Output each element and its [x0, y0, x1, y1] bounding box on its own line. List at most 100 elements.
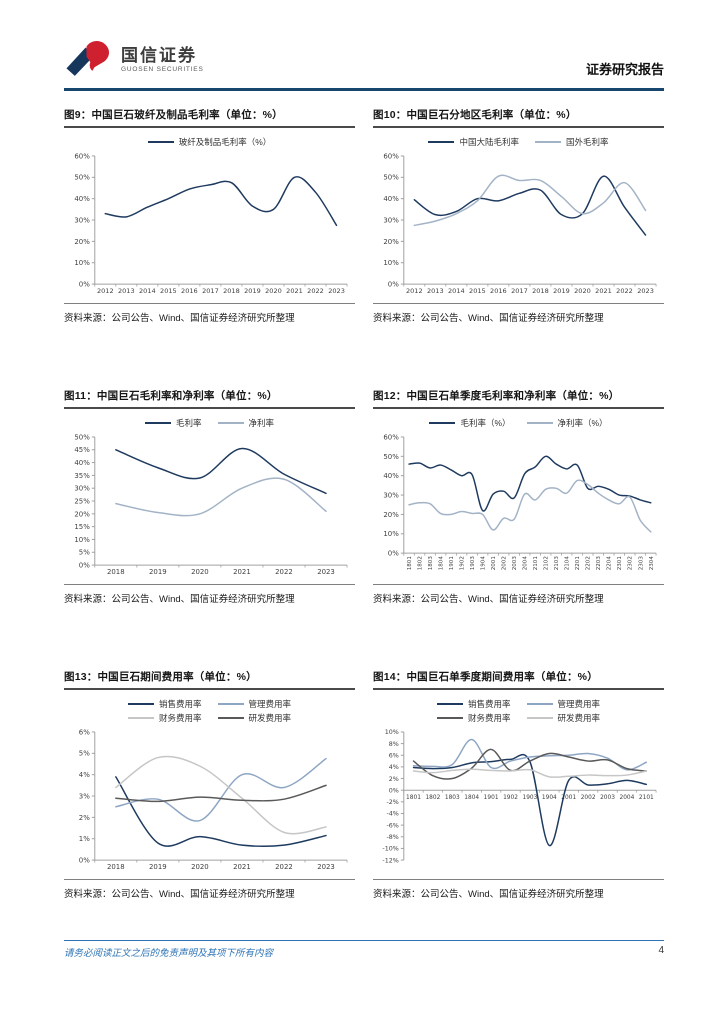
legend-item: 中国大陆毛利率 — [428, 136, 519, 148]
figure-title: 图12：中国巨石单季度毛利率和净利率（单位：%） — [373, 388, 664, 409]
x-tick-label: 2302 — [628, 556, 634, 570]
x-tick-label: 1802 — [425, 795, 440, 801]
y-tick-label: 0% — [389, 787, 399, 794]
guosen-logo-icon — [66, 41, 109, 76]
chart-legend: 毛利率 净利率 — [64, 417, 355, 429]
y-tick-label: 20% — [74, 510, 90, 518]
x-tick-label: 2204 — [607, 556, 613, 571]
figure-block: 图11：中国巨石毛利率和净利率（单位：%） 毛利率 净利率 50% 45% 40% 35… — [64, 388, 355, 605]
y-tick-label: 30% — [74, 216, 90, 224]
y-tick-label: 5% — [79, 549, 90, 557]
y-tick-label: 4% — [79, 771, 90, 779]
legend-row: 销售费用率 管理费用率 — [127, 698, 291, 710]
x-tick-label: 1803 — [428, 556, 434, 571]
legend-item: 净利率 — [217, 417, 274, 429]
y-tick-label: 30% — [74, 485, 90, 493]
y-tick-label: 0% — [388, 550, 399, 558]
y-tick-label: -6% — [386, 822, 398, 829]
x-tick-label: 2013 — [118, 287, 135, 295]
figure-title: 图10：中国巨石分地区毛利率（单位：%） — [373, 107, 664, 128]
figure-source: 资料来源：公司公告、Wind、国信证券经济研究所整理 — [373, 583, 664, 605]
x-tick-label: 2018 — [532, 287, 549, 295]
x-tick-label: 1802 — [418, 556, 424, 570]
x-tick-label: 1803 — [445, 795, 460, 801]
x-tick-label: 2021 — [233, 863, 251, 871]
y-tick-label: 2% — [79, 814, 90, 822]
chart-series-group — [104, 176, 338, 227]
chart-series-path — [408, 479, 652, 533]
x-tick-label: 2004 — [523, 556, 529, 571]
x-tick-label: 2023 — [637, 287, 654, 295]
legend-line-swatch — [429, 421, 456, 424]
y-tick-label: -4% — [386, 811, 398, 818]
y-tick-label: 45% — [74, 446, 90, 454]
legend-line-swatch — [127, 716, 154, 719]
legend-row: 财务费用率 研发费用率 — [436, 712, 600, 724]
legend-line-swatch — [436, 702, 463, 705]
legend-row: 中国大陆毛利率 国外毛利率 — [428, 136, 609, 148]
y-tick-label: 4% — [389, 764, 399, 771]
x-tick-label: 1903 — [522, 795, 537, 801]
x-tick-label: 2103 — [554, 556, 560, 571]
legend-label: 毛利率（%） — [460, 417, 511, 428]
chart-series-path — [413, 174, 647, 227]
legend-label: 中国大陆毛利率 — [459, 137, 519, 147]
footer-row: 请务必阅读正文之后的免责声明及其项下所有内容 4 — [64, 945, 664, 959]
y-tick-label: 50% — [383, 174, 399, 182]
disclaimer-text: 请务必阅读正文之后的免责声明及其项下所有内容 — [64, 948, 274, 959]
x-tick-label: 2303 — [638, 556, 644, 571]
line-chart: 60% 50% 40% 30% 20% 10% 0% 2012 2013 2014 2015 2016… — [74, 152, 348, 295]
x-tick-label: 2003 — [512, 556, 518, 571]
x-tick-label: 2017 — [511, 287, 528, 295]
legend-line-swatch — [217, 421, 244, 424]
x-tick-label: 2019 — [553, 287, 570, 295]
x-tick-label: 1801 — [406, 795, 421, 801]
x-tick-label: 2101 — [533, 556, 539, 571]
y-tick-label: 30% — [383, 216, 399, 224]
page-number: 4 — [658, 945, 664, 956]
x-tick-label: 2020 — [191, 863, 209, 871]
x-tick-label: 1904 — [542, 795, 557, 801]
chart-axes: 50% 45% 40% 35% 30% 25% 20% 15% 10% 5% 0% 2018 2019 2… — [74, 433, 348, 576]
legend-row: 毛利率 净利率 — [144, 417, 274, 429]
legend-row: 财务费用率 研发费用率 — [127, 712, 291, 724]
y-tick-label: 10% — [383, 259, 399, 267]
x-tick-label: 1901 — [484, 795, 499, 801]
legend-label: 财务费用率 — [467, 712, 511, 723]
x-tick-label: 1904 — [481, 556, 487, 571]
y-tick-label: 40% — [383, 472, 399, 480]
y-tick-label: 60% — [74, 152, 90, 160]
x-tick-label: 1801 — [407, 556, 413, 571]
legend-item: 管理费用率 — [526, 698, 600, 710]
x-tick-label: 2019 — [149, 568, 167, 576]
legend-item: 国外毛利率 — [535, 136, 609, 148]
y-tick-label: 0% — [79, 281, 90, 289]
line-chart: 60% 50% 40% 30% 20% 10% 0% 2012 2013 2014 2015 2016… — [383, 152, 657, 295]
legend-label: 销售费用率 — [467, 698, 511, 709]
line-chart: 10% 8% 6% 4% 2% 0% -2% -4% -6% -8% -10% -12% 1801 180… — [382, 729, 657, 864]
legend-item: 研发费用率 — [526, 712, 600, 724]
figure-source: 资料来源：公司公告、Wind、国信证券经济研究所整理 — [373, 878, 664, 900]
x-tick-label: 2020 — [191, 568, 209, 576]
y-tick-label: 2% — [389, 776, 399, 783]
y-tick-label: 60% — [383, 152, 399, 160]
x-tick-label: 2022 — [275, 863, 293, 871]
x-tick-label: 2003 — [600, 795, 615, 801]
x-tick-label: 2021 — [595, 287, 612, 295]
chart-legend: 销售费用率 管理费用率 财务费用率 研发费用率 — [64, 698, 355, 724]
page-header: 国信证券 GUOSEN SECURITIES 证券研究报告 — [64, 40, 664, 80]
chart-series-path — [412, 738, 648, 771]
y-tick-label: 10% — [383, 530, 399, 538]
figure-title: 图9：中国巨石玻纤及制品毛利率（单位：%） — [64, 107, 355, 128]
x-tick-label: 2013 — [427, 287, 444, 295]
x-tick-label: 1903 — [470, 556, 476, 571]
legend-item: 销售费用率 — [436, 698, 511, 710]
x-tick-label: 2001 — [561, 795, 576, 801]
y-tick-label: 0% — [79, 856, 90, 864]
y-tick-label: 3% — [79, 792, 90, 800]
legend-item: 玻纤及制品毛利率（%） — [147, 136, 271, 148]
chart-series-group — [115, 755, 327, 847]
chart-series-path — [115, 755, 327, 835]
x-tick-label: 2016 — [181, 287, 198, 295]
legend-item: 毛利率 — [144, 417, 202, 429]
